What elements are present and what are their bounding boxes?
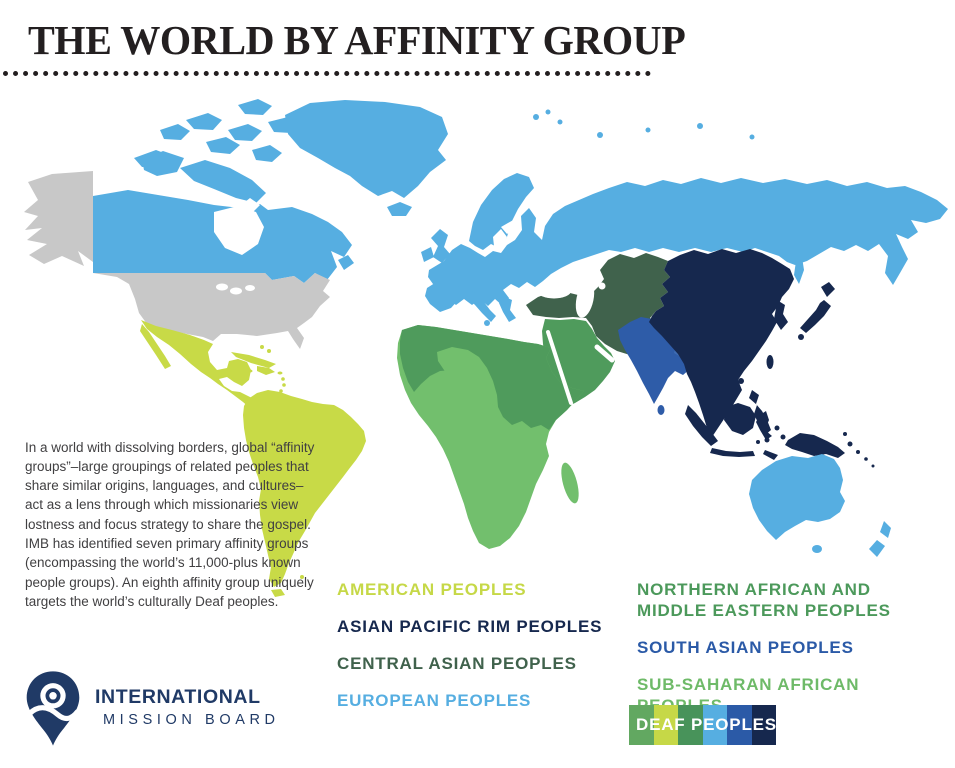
legend-item-south-asian: SOUTH ASIAN PEOPLES: [637, 638, 854, 657]
page-title: THE WORLD BY AFFINITY GROUP: [28, 17, 686, 63]
region-falklands: [300, 575, 304, 579]
region-hainan: [738, 378, 744, 384]
region-scandinavia: [469, 173, 534, 250]
imb-logo: INTERNATIONAL MISSION BOARD: [22, 663, 302, 758]
deaf-stripe-6: [751, 705, 776, 745]
region-australia: [749, 454, 845, 540]
region-indonesia: [685, 403, 786, 460]
deaf-peoples-label: DEAF PEOPLES: [636, 715, 777, 734]
legend-item-northern-african-middle-eastern: NORTHERN AFRICAN AND MIDDLE EASTERN PEOP…: [637, 580, 891, 620]
deaf-stripe-1: [629, 705, 654, 745]
legend-left-column: AMERICAN PEOPLES ASIAN PACIFIC RIM PEOPLE…: [337, 579, 647, 727]
logo-wordmark: INTERNATIONAL MISSION BOARD: [95, 686, 280, 728]
region-tierra-del-fuego: [271, 589, 285, 597]
deaf-stripe-3: [678, 705, 703, 745]
region-sahel: [437, 347, 498, 407]
inland-seas: [214, 198, 615, 405]
deaf-stripe-2: [653, 705, 678, 745]
region-greece: [499, 296, 516, 322]
region-alaska: [24, 171, 93, 266]
intro-paragraph: In a world with dissolving borders, glob…: [25, 439, 315, 609]
region-baja-california: [140, 324, 171, 369]
region-japan: [800, 282, 835, 333]
region-arctic-russian-islands: [533, 109, 755, 140]
region-sicily: [484, 320, 490, 326]
legend-item-central-asian: CENTRAL ASIAN PEOPLES: [337, 654, 577, 673]
region-tasmania: [812, 545, 822, 553]
legend-item-american: AMERICAN PEOPLES: [337, 580, 527, 599]
region-europe-russia: [428, 178, 948, 307]
region-italy: [467, 290, 496, 322]
legend-item-deaf-peoples: DEAF PEOPLES: [629, 705, 776, 745]
region-iceland: [387, 202, 412, 216]
region-south-america: [243, 390, 366, 587]
map-pin-icon: [26, 671, 81, 746]
region-new-guinea: [785, 432, 875, 468]
region-east-asia: [649, 249, 794, 437]
region-british-isles: [421, 229, 450, 263]
legend-item-asian-pacific-rim: ASIAN PACIFIC RIM PEOPLES: [337, 617, 603, 636]
region-iberia: [425, 281, 462, 312]
logo-line-mission-board: MISSION BOARD: [103, 712, 280, 728]
region-newfoundland: [338, 255, 354, 270]
logo-line-international: INTERNATIONAL: [95, 686, 261, 708]
region-madagascar: [561, 462, 579, 504]
region-korea: [774, 300, 788, 330]
region-kyushu: [798, 334, 804, 340]
region-new-zealand: [869, 521, 891, 557]
legend-item-european: EUROPEAN PEOPLES: [337, 691, 532, 710]
region-sakhalin: [794, 257, 804, 284]
region-canadian-arctic-islands: [134, 99, 300, 203]
region-usa: [93, 273, 330, 349]
deaf-stripe-4: [702, 705, 727, 745]
region-greenland: [285, 100, 448, 198]
region-caribbean: [231, 345, 286, 393]
region-sri-lanka: [657, 405, 665, 415]
dotted-rule: [3, 71, 651, 76]
region-taiwan: [766, 355, 774, 369]
deaf-stripe-5: [727, 705, 752, 745]
